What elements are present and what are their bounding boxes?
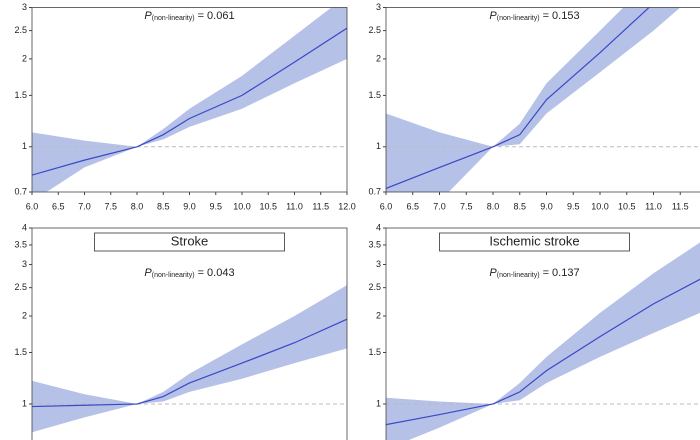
panel-title: Ischemic stroke — [489, 233, 579, 248]
x-tick-label: 11.5 — [672, 201, 689, 211]
x-tick-label: 9.0 — [540, 201, 553, 211]
annotation-text: = 0.043 — [198, 267, 235, 279]
confidence-band — [32, 7, 347, 192]
y-tick-label: 1 — [22, 398, 27, 408]
annotation: P(non-linearity) = 0.061 — [144, 10, 234, 22]
x-tick-label: 7.0 — [78, 201, 91, 211]
x-tick-label: 11.0 — [645, 201, 662, 211]
x-tick-label: 9.0 — [183, 201, 196, 211]
x-tick-label: 7.5 — [460, 201, 473, 211]
plot-area — [386, 7, 700, 192]
annotation: P(non-linearity) = 0.137 — [489, 267, 579, 279]
annotation-symbol: P — [144, 10, 152, 22]
x-tick-label: 6.0 — [380, 201, 393, 211]
plot-area — [32, 285, 347, 433]
spline-line — [386, 7, 650, 189]
y-tick-label: 1.5 — [14, 347, 27, 357]
confidence-band — [32, 285, 347, 433]
y-tick-label: 0.7 — [368, 186, 381, 196]
x-tick-label: 8.5 — [513, 201, 526, 211]
panel: 1 1.5 2 2.5 3 3.5 4 Ischemic stroke P(non-linear… — [368, 222, 700, 440]
y-tick-label: 2.5 — [368, 282, 381, 292]
annotation: P(non-linearity) = 0.153 — [489, 10, 579, 22]
plot-frame — [31, 227, 348, 440]
y-tick-label: 2.5 — [14, 25, 27, 35]
y-tick-label: 2 — [22, 53, 27, 63]
y-tick-label: 1.5 — [368, 347, 381, 357]
annotation-subscript: (non-linearity) — [152, 272, 195, 279]
x-tick-label: 12.0 — [338, 201, 356, 211]
y-tick-label: 3.5 — [368, 239, 381, 249]
y-tick-label: 0.7 — [14, 186, 27, 196]
annotation-text: = 0.061 — [198, 10, 235, 22]
confidence-band — [386, 242, 700, 440]
y-tick-label: 2 — [376, 53, 381, 63]
spline-line — [32, 318, 347, 408]
annotation-text: = 0.137 — [543, 267, 580, 279]
annotation-symbol: P — [489, 267, 497, 279]
spline-line — [386, 278, 700, 426]
panel: 0.711.522.536.0 6.5 7.0 7.5 8.0 8.5 9.0 9.5 10.0… — [14, 2, 356, 212]
y-tick-label: 4 — [22, 222, 27, 232]
x-tick-label: 9.5 — [567, 201, 580, 211]
x-tick-label: 6.0 — [26, 201, 39, 211]
y-tick-label: 3 — [376, 259, 381, 269]
y-tick-label: 1 — [376, 398, 381, 408]
annotation-subscript: (non-linearity) — [497, 272, 540, 279]
x-tick-label: 6.5 — [52, 201, 65, 211]
x-tick-label: 11.5 — [312, 201, 329, 211]
x-tick-label: 10.5 — [618, 201, 636, 211]
panel-title: Stroke — [171, 233, 209, 248]
y-tick-label: 1 — [376, 141, 381, 151]
panel: 1 1.5 2 2.5 3 3.5 4 Stroke P(non-linearity) = 0.0… — [14, 222, 348, 440]
y-tick-label: 2 — [376, 310, 381, 320]
y-tick-label: 3.5 — [14, 239, 27, 249]
y-tick-label: 1.5 — [14, 90, 27, 100]
x-tick-label: 8.0 — [487, 201, 500, 211]
x-tick-label: 8.5 — [157, 201, 170, 211]
x-tick-label: 11.0 — [286, 201, 303, 211]
x-tick-label: 10.5 — [259, 201, 277, 211]
x-tick-label: 10.0 — [591, 201, 609, 211]
x-tick-label: 7.0 — [433, 201, 446, 211]
annotation-symbol: P — [489, 10, 497, 22]
plot-area — [32, 7, 347, 192]
panel: 0.711.522.536.0 6.5 7.0 7.5 8.0 8.5 9.0 9.5 10.0… — [368, 2, 700, 211]
title-box — [94, 232, 285, 252]
annotation: P(non-linearity) = 0.043 — [144, 267, 234, 279]
y-tick-label: 4 — [376, 222, 381, 232]
plot-frame — [385, 227, 700, 440]
annotation-text: = 0.153 — [543, 10, 580, 22]
annotation-symbol: P — [144, 267, 152, 279]
plot-area — [386, 242, 700, 440]
title-box — [439, 232, 630, 252]
y-tick-label: 2.5 — [14, 282, 27, 292]
y-tick-label: 3 — [22, 2, 27, 12]
y-tick-label: 3 — [22, 259, 27, 269]
x-tick-label: 10.0 — [233, 201, 251, 211]
y-tick-label: 2.5 — [368, 25, 381, 35]
y-tick-label: 2 — [22, 310, 27, 320]
x-tick-label: 8.0 — [131, 201, 144, 211]
x-tick-label: 7.5 — [104, 201, 117, 211]
y-tick-label: 1 — [22, 141, 27, 151]
confidence-band — [386, 7, 681, 192]
x-tick-label: 6.5 — [406, 201, 419, 211]
annotation-subscript: (non-linearity) — [497, 15, 540, 22]
y-tick-label: 3 — [376, 2, 381, 12]
y-tick-label: 1.5 — [368, 90, 381, 100]
x-tick-label: 9.5 — [209, 201, 222, 211]
annotation-subscript: (non-linearity) — [152, 15, 195, 22]
spline-line — [32, 27, 347, 176]
